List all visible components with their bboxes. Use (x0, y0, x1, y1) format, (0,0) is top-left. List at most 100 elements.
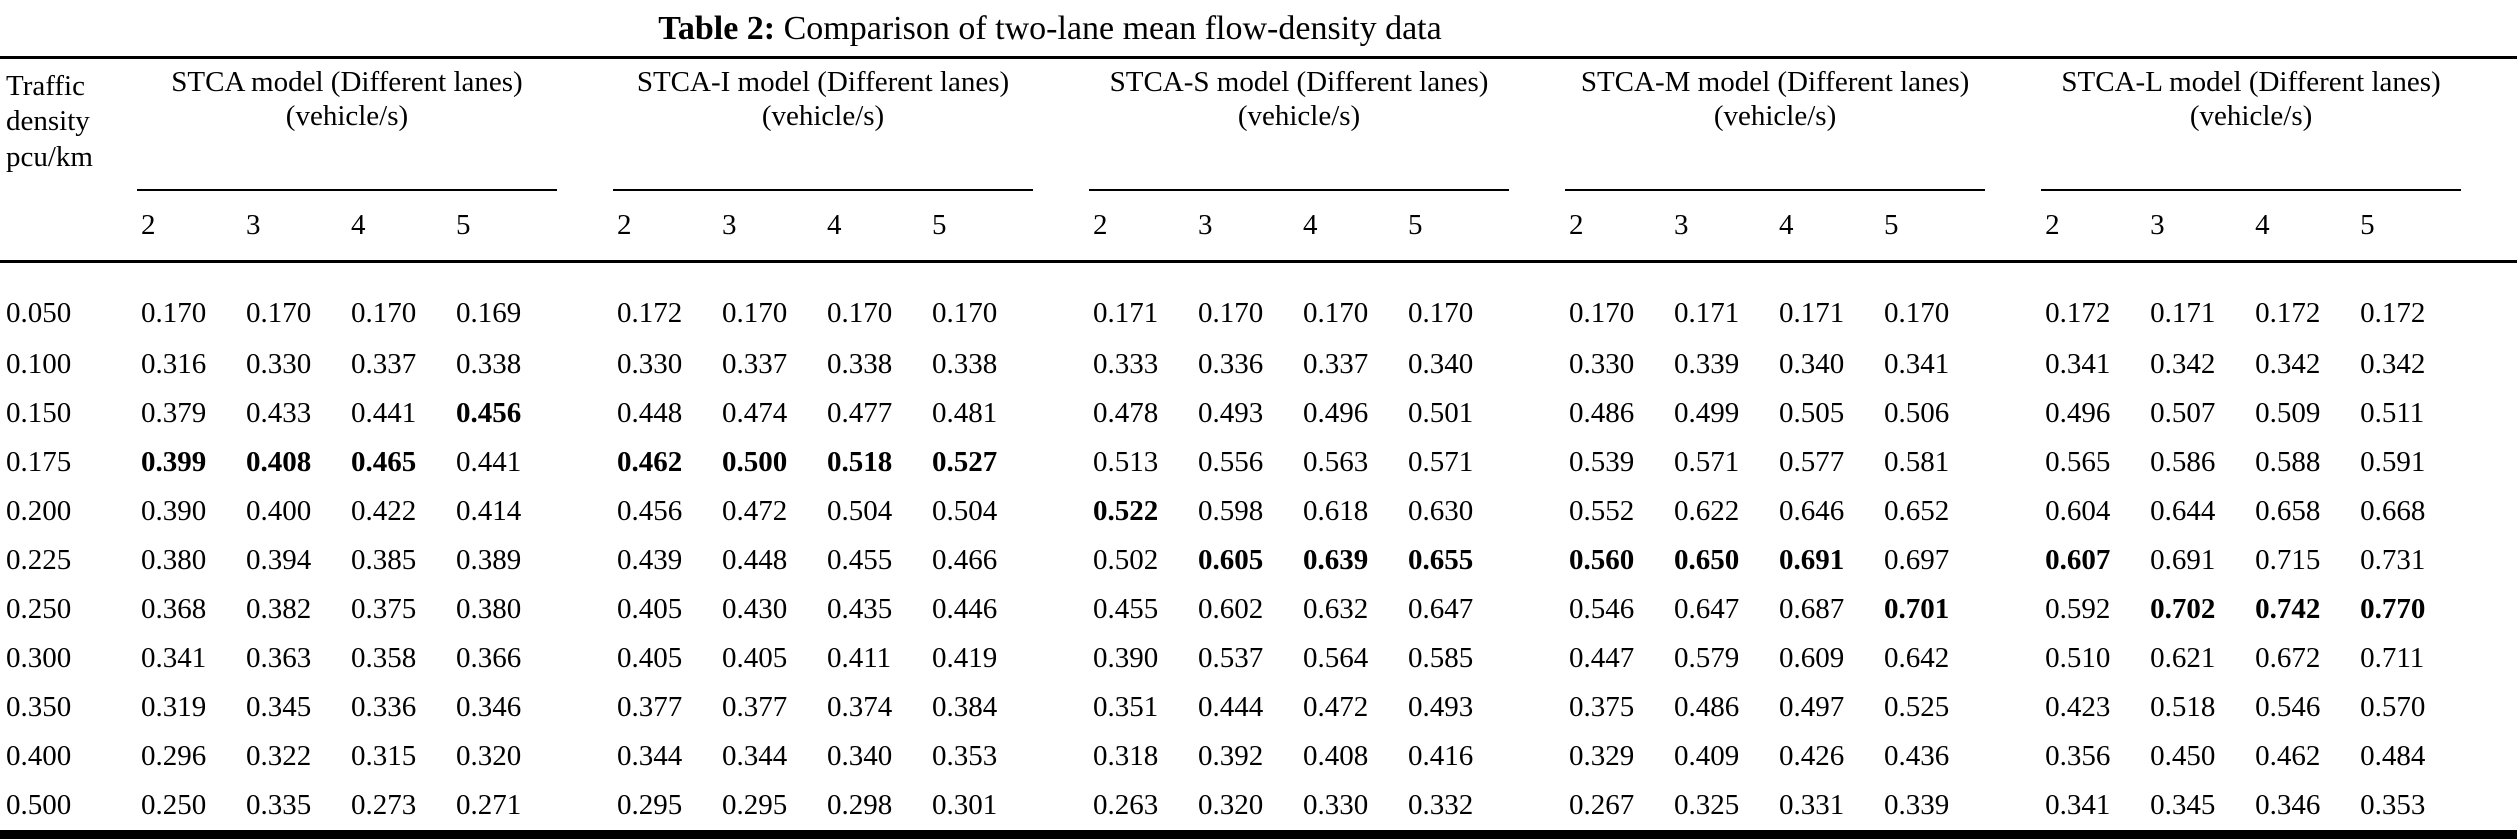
density-value: 0.250 (6, 593, 72, 625)
flow-value: 0.441 (351, 397, 417, 429)
flow-value: 0.346 (456, 691, 522, 723)
density-value: 0.050 (6, 297, 72, 329)
flow-value: 0.507 (2150, 397, 2216, 429)
flow-value: 0.384 (932, 691, 998, 723)
flow-value: 0.513 (1093, 446, 1159, 478)
flow-value: 0.169 (456, 297, 522, 329)
flow-value: 0.658 (2255, 495, 2321, 527)
flow-value: 0.250 (141, 789, 207, 821)
lane-number-header: 3 (1194, 190, 1300, 263)
lane-number-header: 4 (347, 190, 452, 263)
table-row: 0.300 0.341 0.363 0.358 0.366 0.405 0.405 0.411… (0, 634, 2517, 683)
flow-value: 0.441 (456, 446, 522, 478)
lane-number-header: 5 (928, 190, 1090, 263)
flow-value: 0.316 (141, 348, 207, 380)
flow-value: 0.172 (2045, 297, 2111, 329)
flow-value: 0.496 (1303, 397, 1369, 429)
lane-number-header: 2 (613, 190, 718, 263)
flow-value: 0.499 (1674, 397, 1740, 429)
flow-value: 0.405 (617, 642, 683, 674)
lane-number-header: 3 (718, 190, 823, 263)
flow-value: 0.170 (246, 297, 312, 329)
flow-value: 0.511 (2360, 397, 2425, 429)
flow-value: 0.630 (1408, 495, 1474, 527)
flow-value: 0.390 (141, 495, 207, 527)
flow-value: 0.351 (1093, 691, 1159, 723)
model-group-header: STCA-L model (Different lanes) (vehicle/… (2041, 58, 2517, 191)
flow-value: 0.588 (2255, 446, 2321, 478)
lane-number-header: 4 (1299, 190, 1405, 263)
flow-value: 0.591 (2360, 446, 2426, 478)
table-row: 0.400 0.296 0.322 0.315 0.320 0.344 0.344 0.340… (0, 732, 2517, 781)
flow-value: 0.346 (2255, 789, 2321, 821)
flow-value: 0.408 (1303, 740, 1369, 772)
flow-value: 0.172 (2360, 297, 2426, 329)
flow-value: 0.332 (1408, 789, 1474, 821)
flow-value: 0.435 (827, 593, 893, 625)
flow-value: 0.493 (1198, 397, 1264, 429)
model-group-header: STCA-I model (Different lanes) (vehicle/… (613, 58, 1089, 191)
flow-value: 0.472 (722, 495, 788, 527)
flow-value: 0.295 (722, 789, 788, 821)
flow-value: 0.486 (1674, 691, 1740, 723)
flow-value: 0.358 (351, 642, 417, 674)
flow-value: 0.339 (1884, 789, 1950, 821)
flow-value: 0.296 (141, 740, 207, 772)
flow-value: 0.668 (2360, 495, 2426, 527)
density-value: 0.350 (6, 691, 72, 723)
density-value: 0.300 (6, 642, 72, 674)
flow-value: 0.446 (932, 593, 998, 625)
flow-value: 0.400 (246, 495, 312, 527)
lane-number-header: 5 (1880, 190, 2042, 263)
flow-value: 0.527 (932, 446, 998, 478)
flow-value: 0.422 (351, 495, 417, 527)
table-row: 0.200 0.390 0.400 0.422 0.414 0.456 0.472 0.504… (0, 487, 2517, 536)
flow-value: 0.171 (2150, 297, 2216, 329)
flow-value: 0.563 (1303, 446, 1369, 478)
flow-value: 0.579 (1674, 642, 1740, 674)
flow-value: 0.390 (1093, 642, 1159, 674)
lane-number-header: 3 (242, 190, 347, 263)
flow-value: 0.405 (722, 642, 788, 674)
flow-value: 0.379 (141, 397, 207, 429)
flow-value: 0.493 (1408, 691, 1474, 723)
flow-value: 0.382 (246, 593, 312, 625)
flow-value: 0.319 (141, 691, 207, 723)
density-header-line: Traffic (6, 70, 85, 102)
lane-number-header: 3 (1670, 190, 1776, 263)
flow-value: 0.687 (1779, 593, 1845, 625)
flow-value: 0.336 (1198, 348, 1264, 380)
flow-value: 0.691 (1779, 544, 1845, 576)
flow-value: 0.691 (2150, 544, 2216, 576)
flow-value: 0.336 (351, 691, 417, 723)
flow-value: 0.702 (2150, 593, 2216, 625)
flow-value: 0.366 (456, 642, 522, 674)
flow-value: 0.341 (1884, 348, 1950, 380)
flow-value: 0.646 (1779, 495, 1845, 527)
flow-value: 0.419 (932, 642, 998, 674)
model-group-header: STCA-M model (Different lanes) (vehicle/… (1565, 58, 2041, 191)
flow-value: 0.170 (141, 297, 207, 329)
flow-value: 0.329 (1569, 740, 1635, 772)
flow-value: 0.389 (456, 544, 522, 576)
flow-value: 0.510 (2045, 642, 2111, 674)
flow-value: 0.330 (1569, 348, 1635, 380)
flow-value: 0.647 (1674, 593, 1740, 625)
flow-value: 0.315 (351, 740, 417, 772)
flow-value: 0.506 (1884, 397, 1950, 429)
flow-value: 0.416 (1408, 740, 1474, 772)
flow-value: 0.647 (1408, 593, 1474, 625)
flow-value: 0.455 (1093, 593, 1159, 625)
flow-value: 0.322 (246, 740, 312, 772)
flow-value: 0.632 (1303, 593, 1369, 625)
flow-value: 0.447 (1569, 642, 1635, 674)
flow-value: 0.501 (1408, 397, 1474, 429)
flow-value: 0.330 (1303, 789, 1369, 821)
flow-value: 0.353 (2360, 789, 2426, 821)
flow-value: 0.465 (351, 446, 417, 478)
lane-number-header: 4 (823, 190, 928, 263)
flow-value: 0.552 (1569, 495, 1635, 527)
flow-value: 0.377 (617, 691, 683, 723)
lane-number-header: 3 (2146, 190, 2252, 263)
